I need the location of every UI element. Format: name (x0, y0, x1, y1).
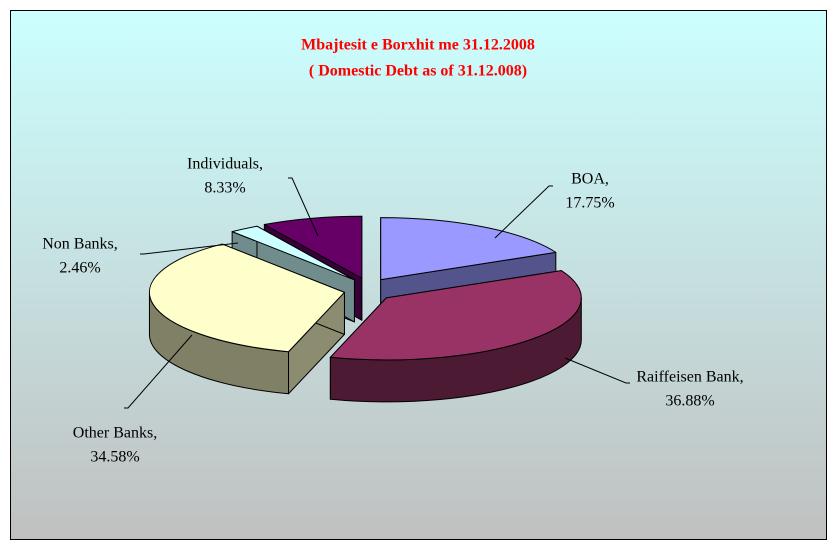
slice (380, 217, 557, 281)
labels: BOA, 17.75% Raiffeisen Bank, 36.88% Other Ba… (42, 156, 743, 466)
slice-value-label: 34.58% (90, 449, 139, 466)
slice-value-label: 17.75% (565, 195, 614, 212)
leader-line (494, 185, 553, 239)
slice-label: Raiffeisen Bank, (636, 369, 743, 386)
slice (329, 270, 582, 361)
chart-title: Mbajtesit e Borxhit me 31.12.2008 (301, 37, 535, 54)
leader-line (564, 357, 630, 384)
slice-value-label: 8.33% (204, 180, 245, 197)
slice-label: Other Banks, (73, 425, 157, 442)
leader-line (124, 334, 193, 409)
slice-value-label: 36.88% (665, 393, 714, 410)
pie (148, 215, 582, 403)
slice-label: BOA, (571, 171, 609, 188)
slice (263, 215, 363, 279)
slice-label: Individuals, (187, 156, 263, 173)
slice-value-label: 2.46% (59, 260, 100, 277)
slice (231, 225, 355, 281)
slice-label: Non Banks, (42, 236, 118, 253)
chart-subtitle: ( Domestic Debt as of 31.12.008) (309, 63, 527, 80)
leader-line (288, 177, 319, 237)
leader-line (140, 242, 239, 255)
slice (148, 243, 345, 353)
